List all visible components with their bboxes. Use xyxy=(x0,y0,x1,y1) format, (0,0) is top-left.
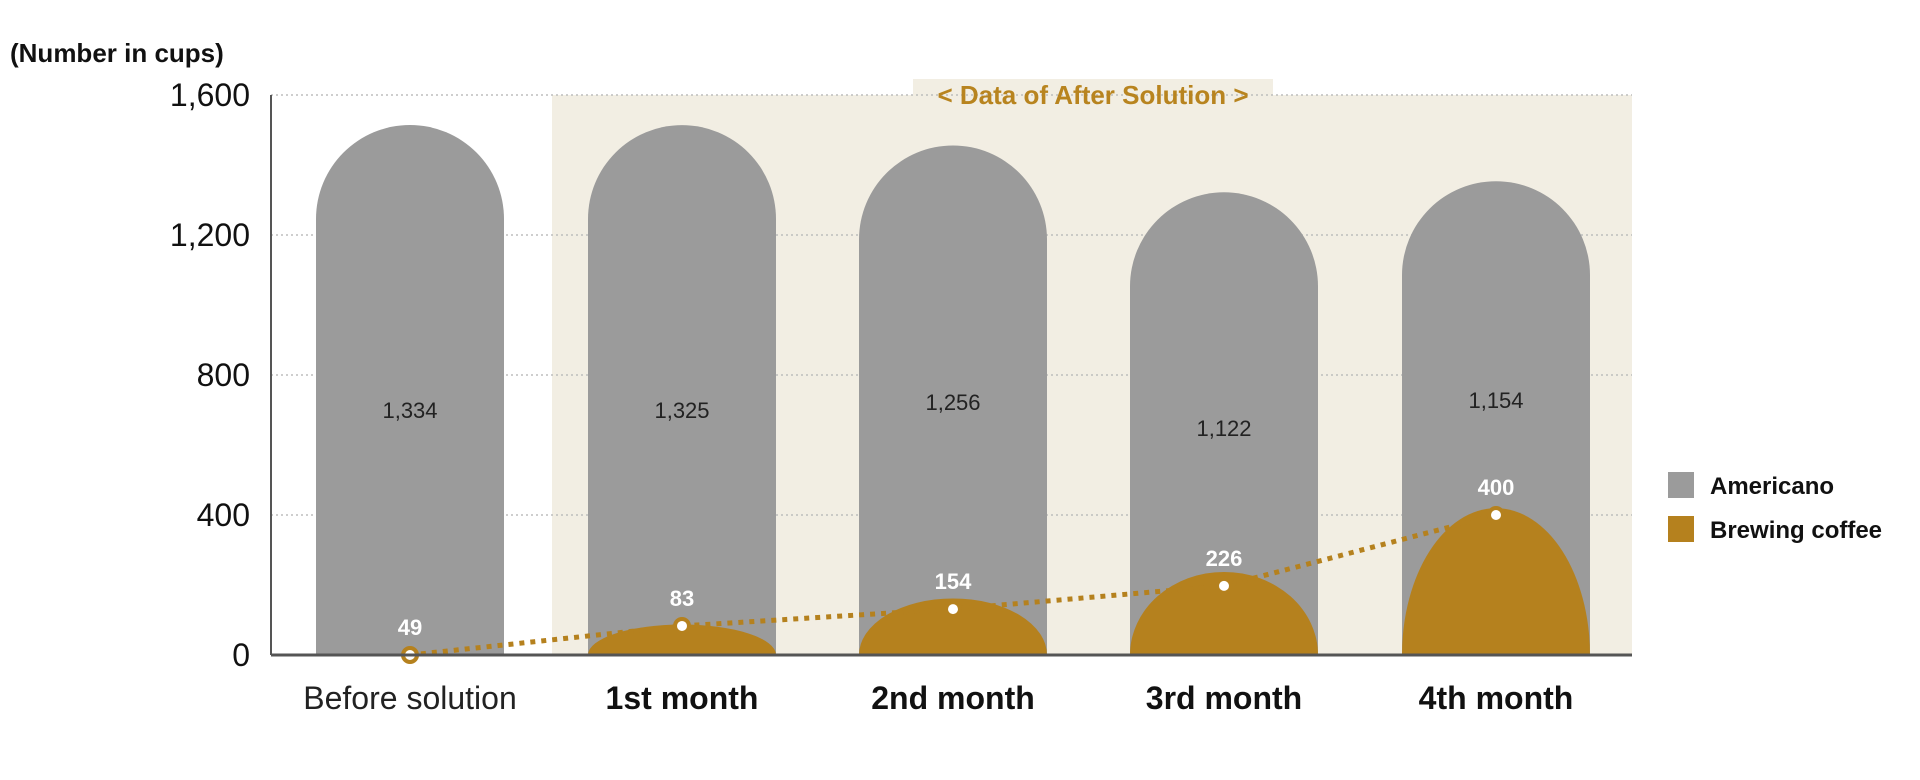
americano-value-label: 1,122 xyxy=(1196,416,1251,441)
americano-value-label: 1,256 xyxy=(925,390,980,415)
y-tick-label: 0 xyxy=(232,637,250,673)
americano-bar xyxy=(1130,192,1318,655)
americano-bar xyxy=(588,125,776,656)
americano-bar xyxy=(316,125,504,655)
legend-label: Brewing coffee xyxy=(1710,517,1882,544)
x-tick-label: 1st month xyxy=(606,680,759,716)
brewing-coffee-value-label: 49 xyxy=(398,615,422,640)
americano-value-label: 1,334 xyxy=(382,398,437,423)
legend-label: Americano xyxy=(1710,473,1834,500)
brewing-coffee-point xyxy=(944,600,962,619)
x-tick-label: 3rd month xyxy=(1146,680,1302,716)
brewing-coffee-value-label: 400 xyxy=(1478,475,1515,500)
y-tick-label: 800 xyxy=(197,357,250,393)
brewing-coffee-bar xyxy=(588,624,776,655)
brewing-coffee-value-label: 226 xyxy=(1206,546,1243,571)
y-axis-title: (Number in cups) xyxy=(10,38,224,68)
americano-value-label: 1,325 xyxy=(654,398,709,423)
brewing-coffee-bar xyxy=(1130,571,1318,655)
americano-bar xyxy=(859,145,1047,655)
x-tick-label: 4th month xyxy=(1419,680,1574,716)
brewing-coffee-value-label: 83 xyxy=(670,586,694,611)
brewing-coffee-bar xyxy=(1402,508,1590,655)
brewing-coffee-point xyxy=(1215,576,1233,595)
americano-value-label: 1,154 xyxy=(1468,388,1523,413)
y-tick-label: 1,600 xyxy=(170,77,250,113)
y-tick-label: 1,200 xyxy=(170,217,250,253)
legend-swatch xyxy=(1668,472,1694,498)
x-tick-label: Before solution xyxy=(303,680,516,716)
legend-swatch xyxy=(1668,516,1694,542)
brewing-coffee-value-label: 154 xyxy=(935,569,972,594)
brewing-coffee-point xyxy=(673,616,691,635)
after-solution-annotation: < Data of After Solution > xyxy=(937,80,1248,110)
brewing-coffee-point xyxy=(1487,506,1505,524)
y-tick-label: 400 xyxy=(197,497,250,533)
x-tick-label: 2nd month xyxy=(871,680,1035,716)
